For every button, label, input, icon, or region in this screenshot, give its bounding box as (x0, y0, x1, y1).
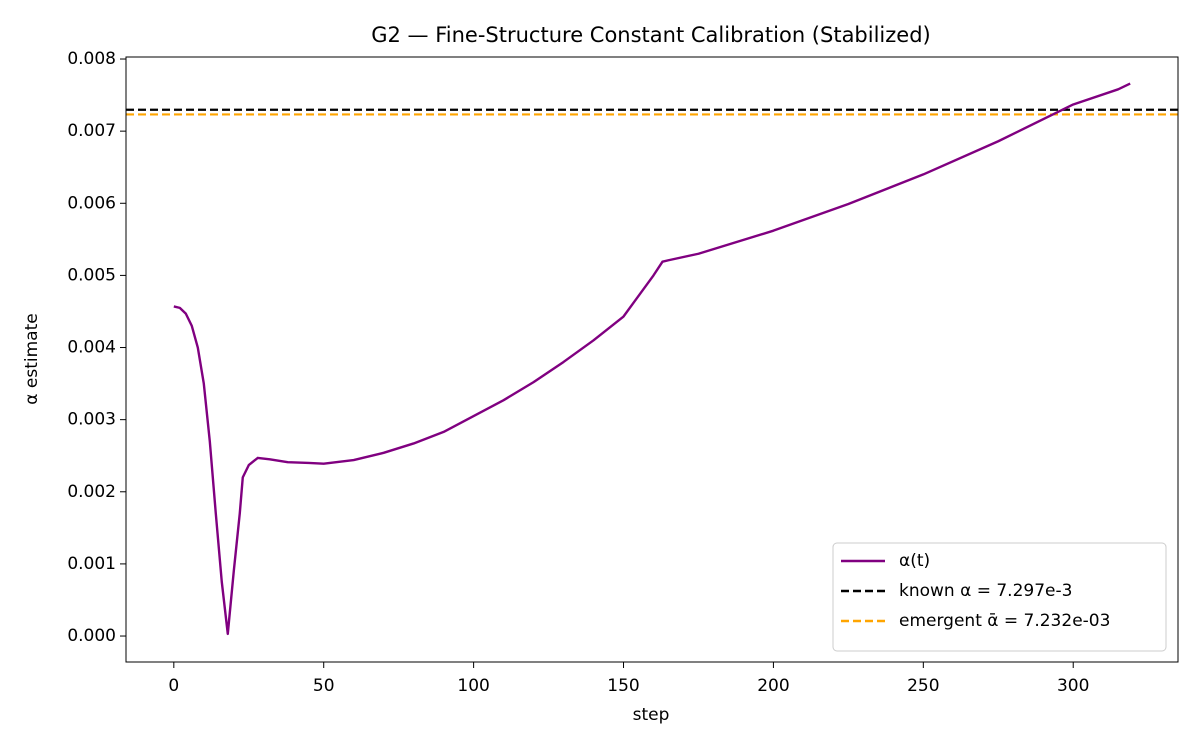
y-tick-label: 0.008 (67, 49, 116, 69)
y-tick-label: 0.007 (67, 121, 116, 141)
y-tick-label: 0.003 (67, 410, 116, 430)
data-line (173, 82, 1131, 636)
legend-label: known α = 7.297e-3 (899, 581, 1072, 601)
chart-title: G2 — Fine-Structure Constant Calibration… (371, 23, 930, 47)
y-tick-label: 0.000 (67, 626, 116, 646)
legend-label: emergent ᾱ = 7.232e-03 (899, 611, 1110, 631)
y-tick-label: 0.004 (67, 338, 116, 358)
x-axis-label: step (633, 705, 670, 725)
plot-frame (125, 56, 1179, 663)
y-tick-label: 0.002 (67, 482, 116, 502)
y-axis-label: α estimate (22, 313, 42, 404)
x-tick-label: 300 (1057, 676, 1089, 696)
x-tick-label: 250 (907, 676, 939, 696)
legend-label: α(t) (899, 551, 930, 571)
x-tick-label: 0 (168, 676, 179, 696)
x-tick-label: 200 (757, 676, 789, 696)
y-tick-label: 0.001 (67, 554, 116, 574)
x-tick-label: 50 (313, 676, 335, 696)
y-tick-label: 0.006 (67, 193, 116, 213)
x-tick-label: 150 (607, 676, 639, 696)
legend-box (832, 542, 1167, 652)
y-tick-label: 0.005 (67, 265, 116, 285)
x-tick-label: 100 (457, 676, 489, 696)
